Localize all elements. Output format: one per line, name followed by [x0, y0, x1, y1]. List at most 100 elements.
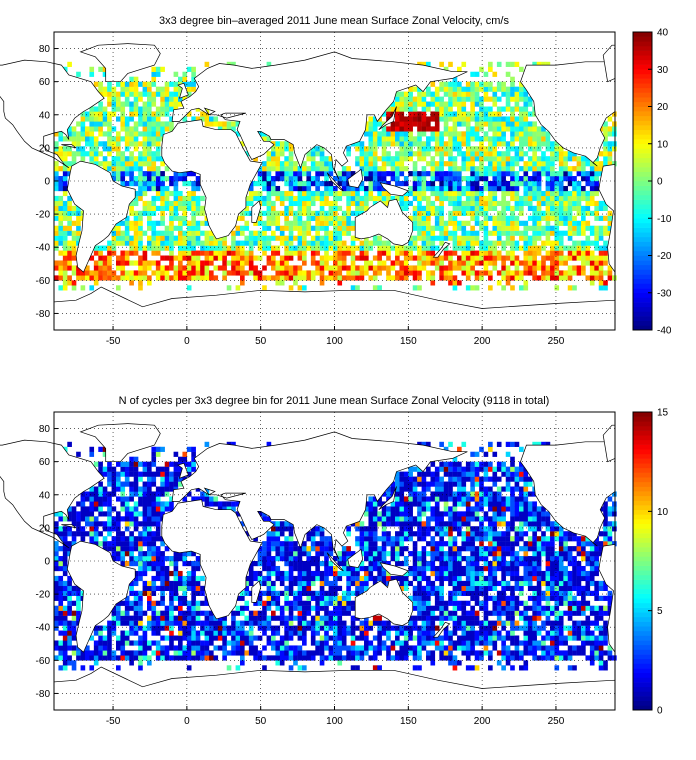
bin-cell	[501, 121, 506, 127]
bin-cell	[129, 141, 134, 147]
bin-cell	[178, 245, 183, 251]
bin-cell	[76, 585, 81, 591]
bin-cell	[399, 575, 405, 582]
bin-cell	[510, 116, 515, 122]
bin-cell	[160, 501, 165, 507]
bin-cell	[426, 106, 431, 112]
bin-cell	[567, 151, 573, 157]
bin-cell	[76, 235, 81, 241]
bin-cell	[315, 235, 320, 241]
bin-cell	[572, 215, 577, 221]
bin-cell	[461, 235, 467, 241]
bin-cell	[107, 275, 112, 281]
bin-cell	[319, 265, 325, 271]
bin-cell	[147, 615, 152, 621]
coastline	[354, 198, 414, 246]
bin-cell	[222, 625, 227, 631]
bin-cell	[505, 156, 511, 162]
bin-cell	[426, 195, 431, 202]
bin-cell	[129, 156, 134, 162]
bin-cell	[306, 210, 312, 216]
bin-cell	[133, 141, 139, 147]
bin-cell	[505, 166, 511, 172]
bin-cell	[448, 101, 453, 107]
bin-cell	[319, 245, 325, 251]
bin-cell	[288, 190, 294, 197]
bin-cell	[111, 630, 117, 636]
bin-cell	[155, 106, 161, 112]
bin-cell	[581, 190, 586, 197]
bin-cell	[381, 171, 387, 177]
bin-cell	[572, 185, 577, 192]
bin-cell	[129, 605, 134, 611]
bin-cell	[341, 220, 347, 226]
bin-cell	[346, 590, 351, 596]
bin-cell	[346, 546, 351, 552]
bin-cell	[412, 181, 418, 187]
colorbar-tick-label: -20	[657, 251, 672, 262]
bin-cell	[505, 255, 511, 261]
bin-cell	[333, 620, 338, 626]
bin-cell	[324, 590, 329, 596]
bin-cell	[457, 240, 462, 246]
bin-cell	[399, 96, 405, 102]
bin-cell	[381, 541, 387, 547]
bin-cell	[505, 126, 511, 132]
bin-cell	[284, 210, 289, 216]
bin-cell	[567, 220, 573, 226]
bin-cell	[399, 245, 405, 251]
bin-cell	[501, 141, 506, 147]
bin-cell	[470, 270, 475, 276]
bin-cell	[271, 265, 276, 271]
bin-cell	[514, 265, 520, 271]
bin-cell	[107, 116, 112, 122]
bin-cell	[178, 580, 183, 587]
bin-cell	[138, 461, 143, 467]
bin-cell	[138, 235, 143, 241]
bin-cell	[527, 215, 533, 221]
bin-cell	[302, 635, 307, 641]
bin-cell	[164, 466, 170, 472]
bin-cell	[120, 126, 126, 132]
bin-cell	[142, 590, 148, 596]
bin-cell	[266, 441, 272, 447]
bin-cell	[191, 255, 196, 261]
bin-cell	[71, 285, 77, 291]
bin-cell	[519, 91, 524, 97]
bin-cell	[62, 260, 68, 266]
bin-cell	[151, 461, 157, 467]
bin-cell	[151, 471, 157, 477]
bin-cell	[235, 595, 241, 601]
bin-cell	[257, 600, 263, 606]
colorbar-step	[633, 222, 652, 228]
bin-cell	[426, 270, 431, 276]
bin-cell	[510, 126, 515, 132]
bin-cell	[257, 511, 263, 517]
bin-cell	[501, 185, 506, 192]
bin-cell	[554, 176, 560, 182]
bin-cell	[89, 446, 95, 452]
bin-cell	[510, 146, 515, 152]
bin-cell	[403, 156, 409, 162]
bin-cell	[426, 116, 431, 122]
bin-cell	[160, 181, 165, 187]
bin-cell	[576, 240, 582, 246]
bin-cell	[67, 61, 72, 67]
bin-cell	[465, 136, 471, 142]
bin-cell	[381, 200, 387, 207]
bin-cell	[315, 240, 320, 246]
bin-cell	[492, 141, 498, 147]
bin-cell	[147, 600, 152, 606]
bin-cell	[204, 220, 210, 226]
bin-cell	[319, 655, 325, 661]
bin-cell	[572, 195, 577, 202]
bin-cell	[364, 650, 369, 656]
bin-cell	[381, 141, 387, 147]
bin-cell	[89, 496, 95, 502]
bin-cell	[395, 106, 400, 112]
bin-cell	[474, 205, 480, 211]
bin-cell	[54, 245, 59, 251]
bin-cell	[116, 101, 121, 107]
bin-cell	[89, 635, 95, 641]
bin-cell	[191, 640, 196, 646]
